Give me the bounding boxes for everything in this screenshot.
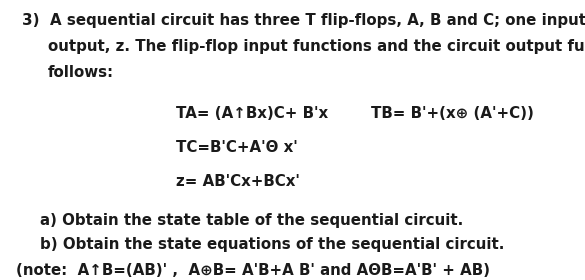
Text: 3)  A sequential circuit has three T flip-flops, A, B and C; one input, x; and o: 3) A sequential circuit has three T flip… (22, 13, 585, 28)
Text: b) Obtain the state equations of the sequential circuit.: b) Obtain the state equations of the seq… (40, 237, 504, 252)
Text: output, z. The flip-flop input functions and the circuit output function are as: output, z. The flip-flop input functions… (48, 39, 585, 54)
Text: a) Obtain the state table of the sequential circuit.: a) Obtain the state table of the sequent… (40, 213, 463, 228)
Text: (note:  A↑B=(AB)' ,  A⊕B= A'B+A B' and AΘB=A'B' + AB): (note: A↑B=(AB)' , A⊕B= A'B+A B' and AΘB… (16, 263, 490, 278)
Text: z= AB'Cx+BCx': z= AB'Cx+BCx' (176, 174, 300, 189)
Text: TA= (A↑Bx)C+ B'x: TA= (A↑Bx)C+ B'x (176, 106, 328, 121)
Text: TB= B'+(x⊕ (A'+C)): TB= B'+(x⊕ (A'+C)) (371, 106, 534, 121)
Text: TC=B'C+A'Θ x': TC=B'C+A'Θ x' (176, 140, 297, 155)
Text: follows:: follows: (48, 65, 114, 80)
